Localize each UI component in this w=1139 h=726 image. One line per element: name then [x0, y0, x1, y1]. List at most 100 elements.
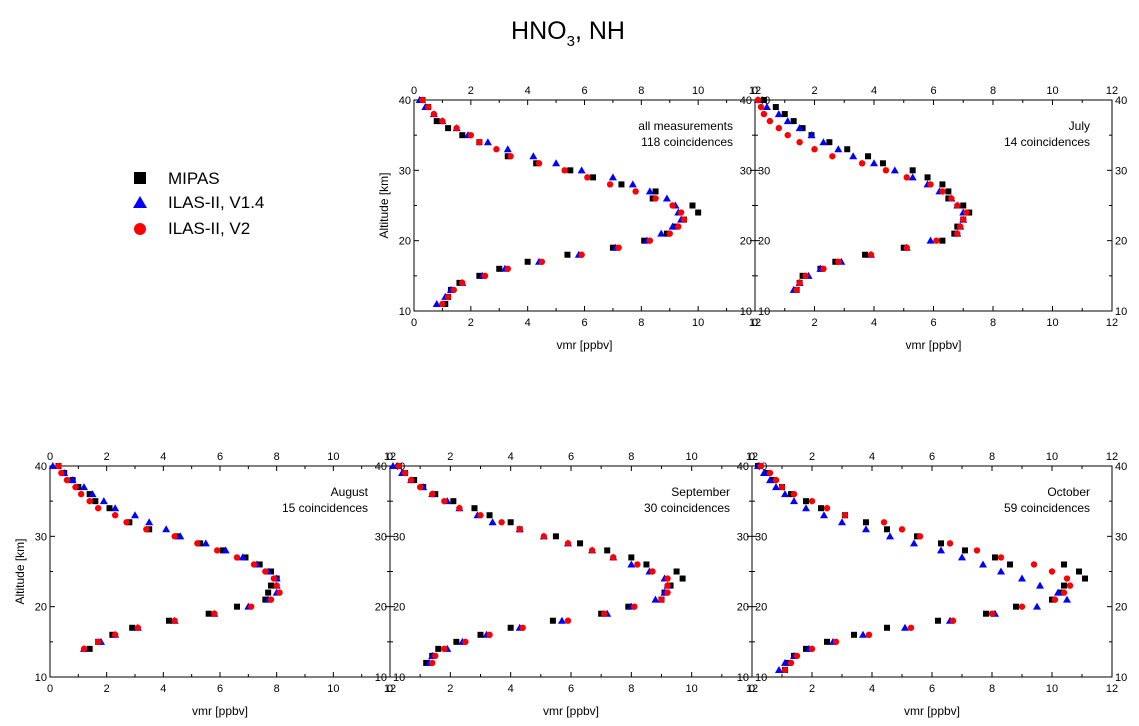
- data-point-ilas-v2: [766, 469, 774, 477]
- data-point-ilas-v2: [444, 293, 452, 301]
- panel-annotation-line: 14 coincidences: [1004, 135, 1090, 149]
- x-tick-label-bottom: 4: [871, 317, 877, 329]
- data-point-ilas-v2: [960, 216, 967, 223]
- data-point-mipas: [445, 125, 452, 132]
- data-point-ilas-v14: [762, 103, 771, 111]
- data-point-ilas-v2: [766, 117, 774, 125]
- x-tick-label-top: 8: [274, 451, 280, 463]
- data-point-ilas-v14: [937, 546, 945, 554]
- x-tick-label-top: 10: [1046, 451, 1058, 463]
- panel-annotation-line: September: [671, 485, 730, 499]
- data-point-ilas-v2: [949, 617, 957, 624]
- data-point-mipas: [803, 498, 809, 505]
- x-tick-label-bottom: 12: [384, 683, 396, 695]
- data-point-ilas-v14: [870, 159, 878, 167]
- data-point-ilas-v2: [631, 603, 638, 610]
- x-tick-label-bottom: 0: [387, 683, 393, 695]
- data-point-ilas-v2: [754, 96, 762, 104]
- x-axis-label: vmr [ppbv]: [904, 704, 960, 718]
- data-point-ilas-v14: [781, 490, 789, 498]
- y-tick-label-right: 30: [755, 531, 767, 543]
- data-point-ilas-v14: [503, 145, 512, 153]
- y-axis-label: Altitude [km]: [377, 172, 391, 238]
- data-point-ilas-v2: [760, 110, 768, 118]
- x-tick-label-top: 12: [1106, 451, 1118, 463]
- data-point-ilas-v14: [201, 539, 210, 547]
- data-point-ilas-v2: [664, 589, 671, 596]
- data-point-ilas-v2: [507, 153, 514, 160]
- data-point-ilas-v2: [927, 181, 934, 188]
- data-point-ilas-v2: [564, 540, 572, 547]
- y-tick-label-left: 10: [740, 306, 752, 318]
- data-point-ilas-v2: [86, 497, 93, 505]
- data-point-ilas-v2: [898, 526, 906, 533]
- x-tick-label-bottom: 0: [411, 317, 417, 329]
- x-tick-label-bottom: 8: [990, 317, 996, 329]
- data-point-mipas: [909, 167, 916, 174]
- data-point-mipas: [960, 202, 967, 209]
- data-point-ilas-v2: [664, 575, 671, 582]
- data-point-ilas-v14: [849, 152, 858, 160]
- data-point-ilas-v2: [441, 645, 448, 653]
- data-point-ilas-v2: [143, 526, 150, 533]
- data-point-ilas-v2: [564, 617, 572, 624]
- data-point-ilas-v14: [859, 630, 867, 638]
- data-point-ilas-v2: [538, 258, 546, 265]
- data-point-mipas: [643, 561, 650, 568]
- x-axis-label: vmr [ppbv]: [556, 338, 612, 352]
- x-tick-label-bottom: 4: [525, 317, 531, 329]
- x-axis-label: vmr [ppbv]: [192, 704, 248, 718]
- data-point-mipas: [1076, 568, 1082, 575]
- data-point-ilas-v2: [841, 512, 849, 519]
- data-point-mipas: [92, 498, 99, 505]
- data-point-ilas-v2: [80, 645, 88, 653]
- panel-annotation-line: 15 coincidences: [282, 501, 368, 515]
- x-tick-label-bottom: 2: [811, 317, 817, 329]
- data-point-ilas-v14: [820, 511, 828, 519]
- legend: MIPAS ILAS-II, V1.4 ILAS-II, V2: [133, 169, 264, 238]
- data-point-ilas-v2: [808, 497, 816, 505]
- panel-annotation-line: 118 coincidences: [641, 135, 733, 149]
- x-tick-label-top: 12: [384, 451, 396, 463]
- data-point-ilas-v2: [802, 272, 809, 280]
- y-tick-label-left: 20: [375, 602, 387, 614]
- y-tick-label-left: 30: [740, 165, 752, 177]
- x-tick-label-bottom: 4: [508, 683, 514, 695]
- data-point-ilas-v14: [775, 665, 783, 673]
- data-point-ilas-v2: [669, 202, 676, 209]
- data-point-mipas: [453, 638, 460, 645]
- data-point-ilas-v14: [577, 166, 586, 174]
- x-tick-label-bottom: 8: [274, 683, 280, 695]
- x-tick-label-top: 2: [104, 451, 110, 463]
- data-point-ilas-v2: [664, 582, 671, 589]
- y-tick-label-right: 10: [1115, 306, 1127, 318]
- data-point-ilas-v2: [784, 131, 791, 139]
- data-point-ilas-v14: [657, 229, 666, 237]
- y-tick-label-right: 20: [1115, 602, 1127, 614]
- data-point-mipas: [924, 174, 931, 181]
- data-point-mipas: [1061, 582, 1067, 589]
- data-point-ilas-v14: [997, 567, 1005, 575]
- legend-label-ilas-v14: ILAS-II, V1.4: [168, 193, 264, 212]
- data-point-ilas-v2: [811, 146, 818, 153]
- data-point-mipas: [625, 603, 632, 610]
- data-point-ilas-v2: [632, 188, 639, 195]
- x-tick-label-top: 0: [749, 451, 755, 463]
- data-point-ilas-v2: [775, 124, 782, 132]
- data-point-mipas: [618, 181, 625, 188]
- y-tick-label-left: 30: [737, 531, 749, 543]
- data-point-mipas: [884, 526, 890, 533]
- data-point-ilas-v14: [668, 222, 677, 230]
- data-point-ilas-v2: [907, 624, 915, 631]
- data-point-mipas: [863, 519, 869, 526]
- data-point-ilas-v2: [450, 286, 457, 294]
- legend-circle-marker: [134, 223, 146, 235]
- data-point-ilas-v2: [493, 146, 500, 153]
- data-point-ilas-v2: [486, 631, 493, 638]
- data-point-ilas-v2: [757, 103, 765, 111]
- panel-annotation-line: October: [1047, 485, 1090, 499]
- data-point-mipas: [1013, 603, 1019, 610]
- legend-label-ilas-v2: ILAS-II, V2: [168, 219, 250, 238]
